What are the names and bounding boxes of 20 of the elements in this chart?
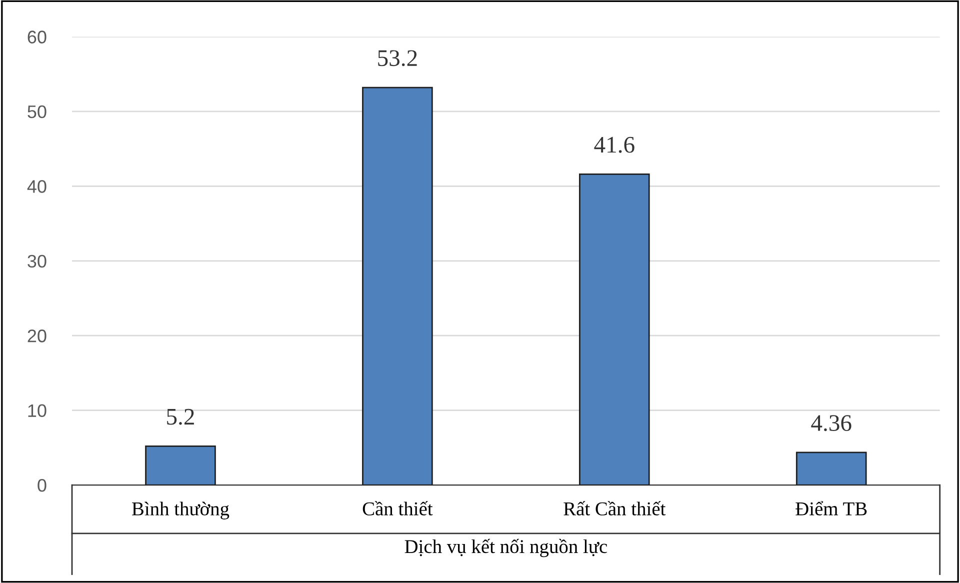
- y-tick-label: 30: [28, 254, 46, 268]
- bar: [362, 86, 433, 486]
- y-tick-label: 60: [28, 30, 46, 44]
- data-label: 41.6: [594, 136, 634, 153]
- bar: [578, 174, 650, 486]
- data-label: 4.36: [811, 415, 852, 432]
- x-tick-label: Điểm TB: [796, 501, 867, 516]
- y-tick-label: 20: [28, 330, 46, 342]
- x-tick-label: Cần thiết: [362, 501, 433, 516]
- x-axis-title: Dịch vụ kết nối nguồn lực: [404, 538, 607, 558]
- bar: [796, 452, 867, 486]
- y-tick-label: 40: [27, 180, 46, 193]
- y-tick-label: 50: [28, 105, 46, 118]
- y-tick-label: 0: [38, 478, 46, 492]
- x-tick-label: Bình thường: [132, 502, 230, 520]
- data-label: 5.2: [167, 408, 194, 425]
- y-tick-label: 10: [28, 404, 46, 418]
- x-tick-label: Rất Cần thiết: [564, 501, 666, 516]
- bar: [145, 446, 216, 486]
- data-label: 53.2: [378, 50, 417, 66]
